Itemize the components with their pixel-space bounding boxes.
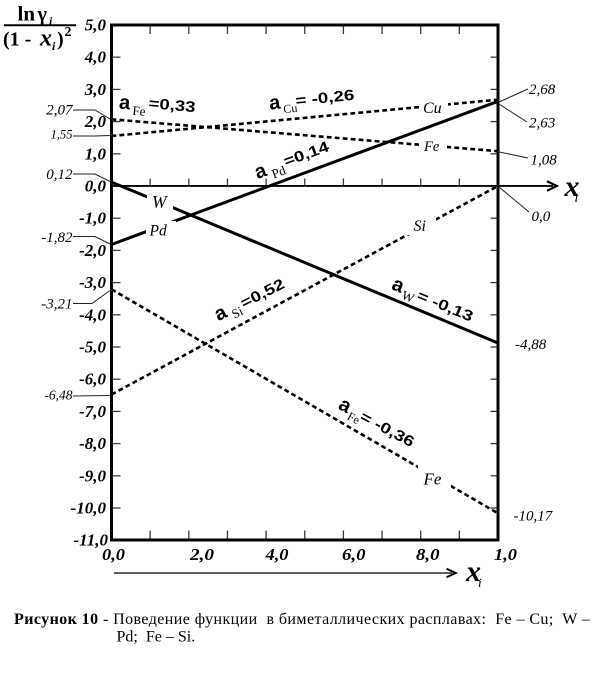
svg-text:i: i: [478, 575, 482, 590]
svg-text:-1,82: -1,82: [41, 230, 73, 246]
svg-text:x: x: [39, 26, 52, 52]
svg-text:): ): [57, 29, 64, 51]
svg-text:0,0: 0,0: [85, 177, 107, 196]
svg-text:Fe: Fe: [345, 409, 362, 427]
svg-text:i: i: [52, 39, 56, 53]
svg-text:0,0: 0,0: [102, 545, 126, 564]
svg-text:x: x: [465, 555, 481, 588]
svg-text:i: i: [49, 14, 53, 28]
svg-text:2,68: 2,68: [529, 82, 556, 98]
svg-text:0,12: 0,12: [46, 167, 73, 183]
svg-text:-6,0: -6,0: [79, 370, 106, 389]
svg-text:Fe: Fe: [423, 139, 440, 155]
svg-text:1,55: 1,55: [51, 128, 73, 142]
svg-text:0,0: 0,0: [532, 209, 551, 225]
svg-text:-7,0: -7,0: [79, 402, 106, 421]
svg-text:ln: ln: [18, 2, 36, 26]
svg-text:5,0: 5,0: [85, 16, 107, 35]
svg-text:6,0: 6,0: [342, 545, 366, 564]
svg-text:2,0: 2,0: [84, 112, 107, 131]
svg-text:W: W: [152, 192, 168, 212]
svg-text:Pd; Fe – Si.: Pd; Fe – Si.: [117, 629, 196, 646]
svg-text:=0,33: =0,33: [148, 95, 196, 116]
svg-text:= -0,26: = -0,26: [295, 87, 355, 110]
svg-text:-1,0: -1,0: [79, 209, 106, 228]
svg-text:-6,48: -6,48: [44, 388, 72, 403]
svg-text:Fe: Fe: [423, 469, 442, 488]
svg-text:-4,88: -4,88: [515, 337, 547, 353]
svg-text:1,08: 1,08: [531, 153, 558, 169]
svg-text:(1 -: (1 -: [3, 29, 31, 51]
svg-text:4,0: 4,0: [84, 48, 107, 67]
svg-text:4,0: 4,0: [264, 545, 289, 564]
svg-text:3,0: 3,0: [84, 80, 107, 99]
svg-text:x: x: [564, 170, 580, 203]
svg-text:Рисунок 10 - Поведение функции: Рисунок 10 - Поведение функции в биметал…: [14, 611, 591, 628]
svg-text:Pd: Pd: [149, 223, 167, 240]
svg-text:γ: γ: [37, 4, 48, 26]
svg-text:Cu: Cu: [423, 100, 442, 117]
svg-text:i: i: [575, 190, 579, 205]
svg-text:Pd: Pd: [270, 162, 289, 181]
svg-text:2,0: 2,0: [189, 545, 215, 564]
svg-text:2,63: 2,63: [529, 116, 555, 132]
svg-text:-3,21: -3,21: [41, 296, 72, 312]
svg-text:2,07: 2,07: [46, 103, 74, 119]
svg-text:Fe: Fe: [132, 103, 146, 119]
svg-text:-8,0: -8,0: [79, 434, 106, 453]
svg-text:-10,0: -10,0: [71, 499, 107, 518]
svg-text:2: 2: [65, 25, 72, 40]
svg-text:8,0: 8,0: [416, 545, 440, 564]
svg-text:1,0: 1,0: [494, 545, 518, 564]
svg-text:-5,0: -5,0: [79, 338, 106, 357]
svg-text:-10,17: -10,17: [514, 509, 554, 525]
svg-text:1,0: 1,0: [85, 144, 107, 163]
svg-text:a: a: [268, 91, 282, 114]
svg-text:Si: Si: [414, 218, 426, 235]
svg-text:-3,0: -3,0: [79, 273, 106, 292]
svg-text:a: a: [118, 92, 132, 115]
svg-text:-11,0: -11,0: [74, 531, 109, 550]
svg-text:-4,0: -4,0: [79, 305, 106, 324]
svg-text:-9,0: -9,0: [79, 466, 106, 485]
svg-text:Cu: Cu: [283, 101, 298, 116]
svg-text:-2,0: -2,0: [79, 241, 106, 260]
